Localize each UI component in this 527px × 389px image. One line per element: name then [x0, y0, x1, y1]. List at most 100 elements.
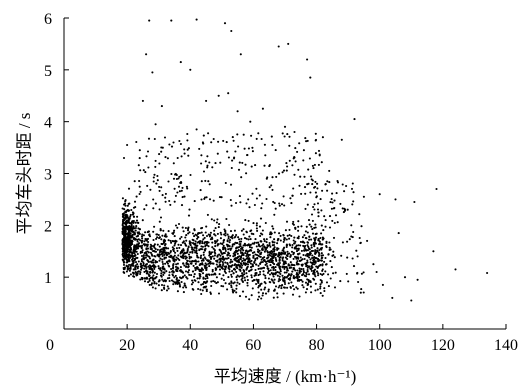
data-point: [209, 262, 212, 265]
data-point: [269, 261, 273, 264]
data-point: [296, 150, 299, 153]
data-point: [188, 231, 191, 234]
data-point: [238, 265, 241, 268]
data-point: [223, 268, 226, 271]
data-point: [131, 233, 134, 236]
data-point: [154, 202, 157, 205]
data-point: [264, 154, 267, 157]
data-point: [168, 260, 171, 263]
data-point: [288, 144, 291, 147]
data-point: [200, 267, 203, 270]
data-point: [319, 285, 322, 288]
data-point: [298, 184, 301, 187]
data-point: [298, 295, 301, 298]
data-point: [177, 222, 181, 226]
data-point: [219, 237, 222, 240]
data-point: [314, 238, 317, 241]
data-point: [286, 286, 289, 289]
data-point: [133, 200, 137, 203]
data-point: [222, 263, 225, 266]
data-point: [286, 133, 289, 136]
data-point: [159, 257, 162, 260]
data-point: [269, 269, 272, 272]
data-point: [245, 272, 248, 275]
data-point: [343, 209, 347, 212]
x-tick-label: 120: [431, 337, 455, 354]
data-point: [200, 283, 203, 286]
data-point: [228, 282, 231, 285]
data-point: [211, 268, 214, 271]
data-point: [138, 149, 141, 152]
data-point: [251, 192, 254, 195]
data-point: [256, 298, 260, 301]
data-point: [285, 244, 288, 247]
data-point: [197, 260, 200, 263]
data-point: [231, 136, 234, 139]
data-point: [309, 281, 312, 284]
data-point: [236, 260, 239, 263]
data-point: [301, 236, 304, 239]
data-point: [208, 253, 211, 256]
data-point: [172, 266, 175, 269]
data-point: [264, 277, 267, 280]
data-point: [310, 269, 313, 272]
data-point: [316, 247, 319, 250]
data-point: [272, 200, 275, 203]
data-point: [322, 272, 325, 275]
data-point: [146, 244, 149, 247]
data-point: [217, 292, 221, 295]
data-point: [136, 215, 139, 218]
data-point: [321, 263, 324, 266]
data-point: [147, 230, 150, 233]
data-point: [121, 241, 124, 244]
data-point: [352, 265, 356, 268]
data-point: [249, 243, 252, 246]
data-point: [292, 239, 295, 242]
data-point: [230, 286, 233, 289]
data-point: [213, 272, 216, 275]
data-point: [172, 141, 175, 144]
data-point: [178, 139, 181, 143]
data-point: [235, 291, 238, 294]
data-point: [129, 267, 132, 270]
data-point: [168, 271, 171, 274]
data-point: [191, 281, 195, 284]
data-point: [320, 254, 323, 257]
data-point: [263, 246, 266, 249]
data-point: [308, 235, 311, 238]
data-point: [190, 274, 193, 277]
data-point: [202, 253, 205, 256]
data-point: [202, 257, 205, 261]
data-point: [299, 175, 302, 178]
data-point: [339, 202, 342, 205]
data-point: [247, 219, 250, 222]
data-point: [321, 256, 324, 259]
data-point: [362, 195, 365, 198]
data-point: [257, 274, 260, 277]
data-point: [308, 157, 311, 160]
data-point: [273, 213, 276, 216]
data-point: [211, 237, 214, 240]
data-point: [319, 287, 322, 290]
data-point: [310, 244, 313, 247]
data-point: [135, 274, 138, 277]
data-point: [264, 248, 267, 251]
data-point: [265, 238, 268, 241]
data-point: [123, 271, 126, 274]
data-point: [332, 250, 335, 253]
data-point: [134, 268, 137, 271]
data-point: [121, 258, 124, 261]
data-point: [288, 135, 291, 138]
data-point: [203, 242, 206, 245]
data-point: [201, 141, 204, 144]
data-point: [317, 215, 320, 218]
data-point: [298, 252, 301, 255]
data-point: [121, 250, 124, 253]
data-point: [275, 175, 278, 178]
data-point: [307, 219, 311, 222]
data-point: [200, 162, 203, 165]
data-point: [187, 265, 190, 268]
data-point: [132, 227, 135, 230]
data-point: [137, 231, 141, 234]
data-point: [213, 251, 216, 254]
